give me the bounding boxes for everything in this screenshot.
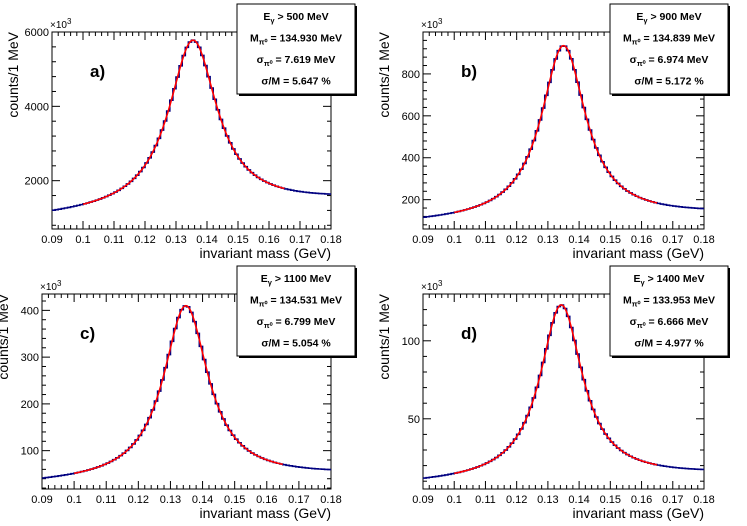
x-tick-label: 0.11 — [104, 234, 125, 246]
panel-1: 0.09 0.1 0.11 0.12 0.13 0.14 0.15 0.16 0.17 0.18 2… — [5, 4, 357, 261]
x-tick-label: 0.12 — [506, 494, 527, 506]
x-axis-title: invariant mass (GeV) — [573, 245, 704, 261]
y-tick-label: 200 — [402, 195, 420, 207]
stats-line: Eγ > 1100 MeV — [261, 273, 331, 287]
y-tick-label: 300 — [21, 352, 39, 364]
stats-line: σ/M = 5.647 % — [261, 76, 331, 88]
y-tick-label: 400 — [402, 153, 420, 165]
panel-label: b) — [461, 62, 477, 81]
x-tick-label: 0.09 — [31, 494, 52, 506]
y-tick-label: 800 — [402, 69, 420, 81]
x-tick-label: 0.11 — [96, 494, 117, 506]
y-tick-label: 200 — [21, 399, 39, 411]
x-tick-label: 0.1 — [75, 234, 90, 246]
x-tick-label: 0.1 — [447, 494, 462, 506]
x-tick-label: 0.13 — [165, 234, 186, 246]
stats-line: σ/M = 5.172 % — [634, 76, 704, 88]
y-axis-title: counts/1 MeV — [0, 293, 11, 379]
y-tick-label: 2000 — [25, 176, 49, 188]
y-tick-label: 4000 — [25, 101, 49, 113]
x-axis-title: invariant mass (GeV) — [200, 245, 331, 261]
y-axis-title: counts/1 MeV — [5, 31, 21, 117]
panel-label: d) — [461, 324, 477, 343]
stats-line: Eγ > 1400 MeV — [633, 273, 704, 287]
panel-label: a) — [90, 62, 105, 81]
y-tick-label: 400 — [21, 305, 39, 317]
stats-line: σ/M = 4.977 % — [634, 338, 704, 350]
y-tick-label: 600 — [402, 111, 420, 123]
x-tick-label: 0.12 — [134, 234, 155, 246]
x-tick-label: 0.13 — [537, 494, 558, 506]
x-axis-title: invariant mass (GeV) — [200, 505, 331, 521]
panel-2: 0.09 0.1 0.11 0.12 0.13 0.14 0.15 0.16 0.17 0.18 2… — [376, 4, 730, 261]
x-tick-label: 0.09 — [41, 234, 62, 246]
y-axis-title: counts/1 MeV — [376, 31, 392, 117]
panel-3: 0.09 0.1 0.11 0.12 0.13 0.14 0.15 0.16 0.17 0.18 1… — [0, 266, 357, 521]
y-multiplier: ×103 — [421, 279, 443, 293]
stats-line: σ/M = 5.054 % — [261, 338, 331, 350]
panel-4: 0.09 0.1 0.11 0.12 0.13 0.14 0.15 0.16 0.17 0.18 5… — [376, 266, 730, 521]
y-multiplier: ×103 — [40, 279, 62, 293]
y-tick-label: 50 — [408, 414, 420, 426]
x-tick-label: 0.11 — [475, 234, 496, 246]
x-tick-label: 0.13 — [537, 234, 558, 246]
x-tick-label: 0.12 — [128, 494, 149, 506]
x-tick-label: 0.1 — [66, 494, 81, 506]
y-multiplier: ×103 — [50, 17, 72, 31]
y-tick-label: 100 — [21, 446, 39, 458]
y-tick-label: 6000 — [25, 27, 49, 39]
x-tick-label: 0.11 — [475, 494, 496, 506]
x-tick-label: 0.13 — [160, 494, 181, 506]
x-tick-label: 0.12 — [506, 234, 527, 246]
y-axis-title: counts/1 MeV — [376, 293, 392, 379]
y-multiplier: ×103 — [421, 17, 443, 31]
y-tick-label: 100 — [402, 336, 420, 348]
x-tick-label: 0.09 — [412, 234, 433, 246]
x-tick-label: 0.09 — [412, 494, 433, 506]
x-tick-label: 0.1 — [447, 234, 462, 246]
x-axis-title: invariant mass (GeV) — [573, 505, 704, 521]
panel-label: c) — [80, 324, 95, 343]
